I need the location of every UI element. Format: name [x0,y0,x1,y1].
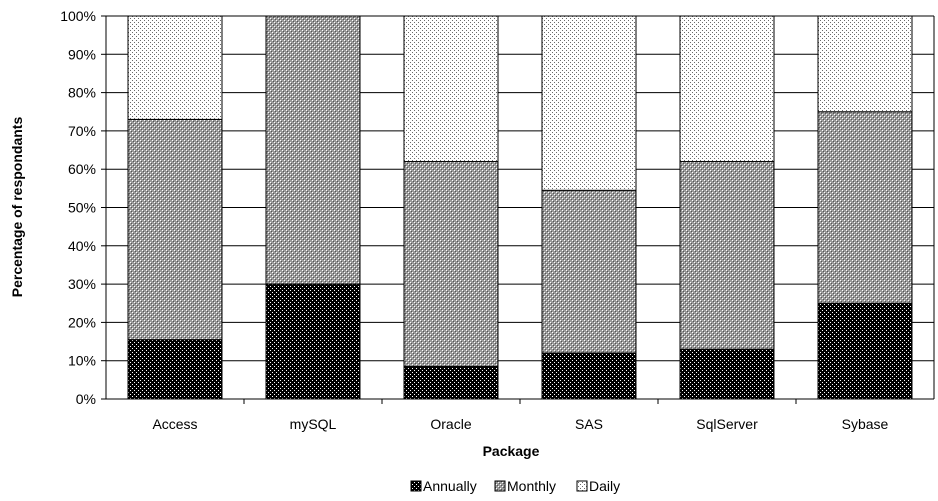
legend-label-annually: Annually [423,478,477,494]
x-tick-label: Sybase [842,416,889,432]
bar-segment-daily [817,15,913,113]
x-tick-label: Oracle [430,416,471,432]
axes [105,16,935,400]
legend-swatch-daily [576,480,588,492]
x-tick-label: Access [152,416,197,432]
legend-swatch-monthly [494,480,506,492]
bar-segment-monthly [403,161,499,367]
y-axis-title: Percentage of respondants [9,117,25,298]
bar-segment-daily [541,15,637,191]
bar-segment-annually [679,348,775,400]
y-tick-label: 40% [68,238,96,254]
y-tick-label: 0% [76,391,96,407]
legend: Annually Monthly Daily [410,478,620,494]
bars [127,15,913,400]
y-tick-label: 80% [68,85,96,101]
bar-segment-monthly [679,161,775,350]
y-tick-label: 30% [68,276,96,292]
y-tick-label: 90% [68,46,96,62]
bar-segment-annually [403,365,499,400]
y-tick-labels: 0% 10% 20% 30% 40% 50% 60% 70% 80% 90% 100% [60,8,96,407]
y-tick-label: 70% [68,123,96,139]
bar-segment-daily [679,15,775,163]
legend-label-daily: Daily [589,478,620,494]
y-tick-label: 60% [68,161,96,177]
gridlines [101,15,934,404]
bar-segment-monthly [541,189,637,354]
bar-segment-annually [265,283,361,400]
bar-segment-daily [127,15,223,120]
y-tick-label: 20% [68,314,96,330]
bar-segment-monthly [265,15,361,285]
x-tick-labels: Access mySQL Oracle SAS SqlServer Sybase [152,416,888,432]
bar-segment-annually [127,339,223,400]
y-tick-label: 100% [60,8,96,24]
x-tick-label: mySQL [290,416,337,432]
x-tick-label: SqlServer [696,416,758,432]
bar-segment-annually [541,352,637,400]
legend-swatch-annually [410,480,422,492]
x-axis-title: Package [483,443,540,459]
legend-label-monthly: Monthly [507,478,556,494]
bar-segment-daily [403,15,499,163]
y-tick-label: 10% [68,353,96,369]
y-tick-label: 50% [68,200,96,216]
bar-segment-annually [817,302,913,400]
bar-segment-monthly [127,118,223,341]
bar-segment-monthly [817,111,913,304]
x-tick-label: SAS [575,416,603,432]
